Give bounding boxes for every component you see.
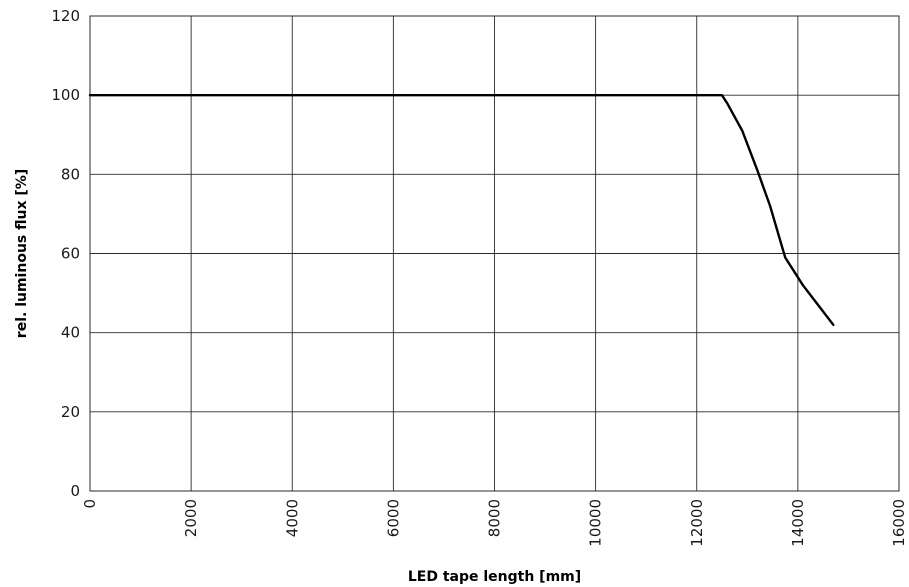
x-tick-label: 0 — [81, 499, 99, 509]
y-tick-label: 100 — [51, 86, 80, 104]
x-tick-label: 4000 — [283, 499, 301, 537]
x-tick-label: 6000 — [384, 499, 402, 537]
y-axis-tick-labels: 0 20 40 60 80 100 120 — [51, 7, 80, 500]
x-tick-label: 10000 — [587, 499, 605, 547]
y-tick-label: 120 — [51, 7, 80, 25]
grid — [89, 15, 900, 492]
x-axis-title: LED tape length [mm] — [408, 569, 581, 585]
y-tick-label: 80 — [61, 165, 80, 183]
y-tick-label: 60 — [61, 245, 80, 263]
x-axis-tick-labels: 0 2000 4000 6000 8000 10000 12000 14000 16000 — [81, 499, 908, 547]
x-tick-label: 2000 — [182, 499, 200, 537]
y-tick-label: 0 — [70, 482, 80, 500]
y-tick-label: 20 — [61, 403, 80, 421]
series-line-0 — [88, 94, 835, 326]
x-tick-label: 14000 — [789, 499, 807, 547]
series-layer — [88, 94, 835, 326]
x-tick-label: 12000 — [688, 499, 706, 547]
plot-area-frame — [89, 15, 900, 492]
x-tick-label: 8000 — [486, 499, 504, 537]
x-tick-label: 16000 — [890, 499, 908, 547]
y-tick-label: 40 — [61, 324, 80, 342]
y-axis-title: rel. luminous flux [%] — [14, 169, 30, 338]
